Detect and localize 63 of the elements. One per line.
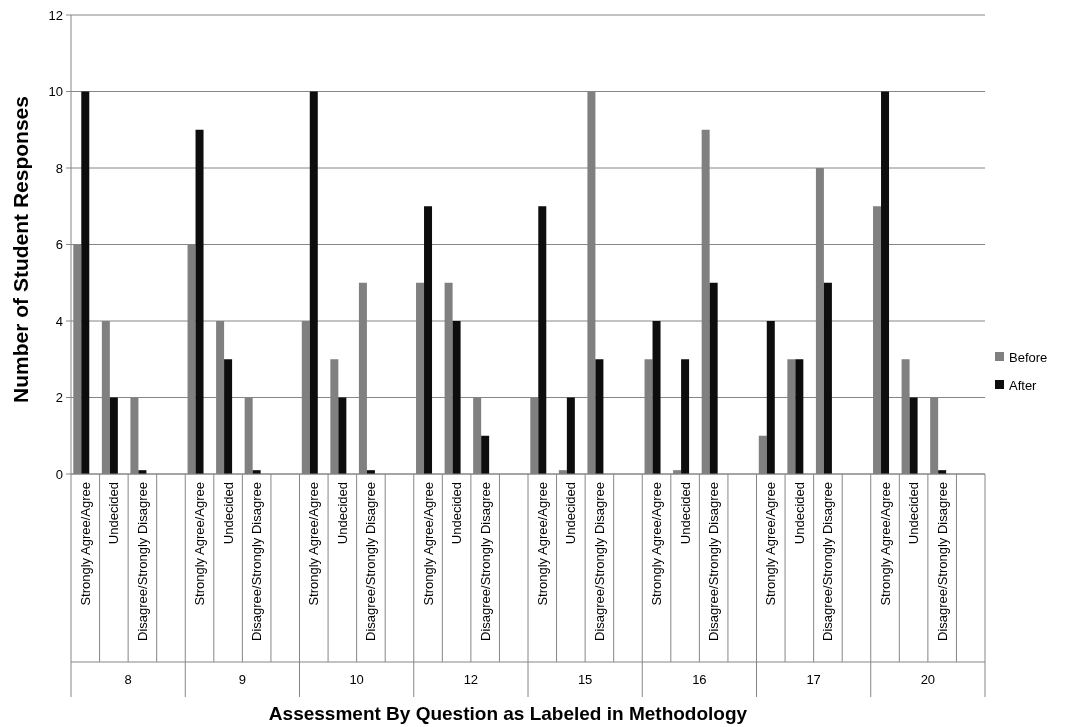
x-tick-label: Undecided bbox=[791, 482, 807, 545]
bar bbox=[709, 282, 718, 474]
text: 17 bbox=[806, 672, 821, 687]
text: 9 bbox=[238, 672, 246, 687]
bar bbox=[452, 321, 461, 474]
bar bbox=[424, 206, 433, 474]
text: 10 bbox=[349, 672, 364, 687]
legend-label: After bbox=[1009, 377, 1038, 393]
x-tick-label: Undecided bbox=[677, 482, 693, 545]
x-tick-label: Strongly Agree/Agree bbox=[306, 482, 322, 606]
bar bbox=[338, 397, 347, 474]
y-tick-label: 4 bbox=[55, 313, 63, 329]
text: 8 bbox=[124, 672, 132, 687]
y-axis-title: Number of Student Responses bbox=[9, 96, 32, 403]
x-tick-label: Undecided bbox=[220, 482, 236, 545]
bar bbox=[81, 91, 90, 474]
y-tick-label: 10 bbox=[48, 84, 63, 100]
x-axis-title: Assessment By Question as Labeled in Methodology bbox=[268, 703, 748, 724]
x-tick-label: Strongly Agree/Agree bbox=[649, 482, 665, 606]
bar bbox=[566, 397, 575, 474]
bar bbox=[481, 435, 490, 474]
x-tick-label: Undecided bbox=[334, 482, 350, 545]
x-tick-label: Strongly Agree/Agree bbox=[877, 482, 893, 606]
y-tick-label: 0 bbox=[55, 466, 63, 482]
bar bbox=[109, 397, 118, 474]
y-tick-label: 12 bbox=[48, 7, 63, 23]
x-tick-label: Undecided bbox=[563, 482, 579, 545]
bar bbox=[795, 359, 804, 474]
bar bbox=[681, 359, 690, 474]
x-tick-label: Strongly Agree/Agree bbox=[192, 482, 208, 606]
x-tick-label: Strongly Agree/Agree bbox=[77, 482, 93, 606]
x-tick-label: Strongly Agree/Agree bbox=[763, 482, 779, 606]
x-tick-label: Undecided bbox=[449, 482, 465, 545]
x-tick-label: Disagree/Strongly Disagree bbox=[134, 482, 150, 641]
y-tick-label: 6 bbox=[55, 237, 63, 253]
y-tick-label: 2 bbox=[55, 390, 63, 406]
bar bbox=[909, 397, 918, 474]
x-tick-label: Disagree/Strongly Disagree bbox=[706, 482, 722, 641]
x-tick-label: Disagree/Strongly Disagree bbox=[820, 482, 836, 641]
text: 12 bbox=[463, 672, 479, 687]
text: 16 bbox=[692, 672, 707, 687]
bar bbox=[224, 359, 233, 474]
bar bbox=[595, 359, 604, 474]
bar bbox=[766, 321, 775, 474]
bar bbox=[195, 129, 204, 474]
bar bbox=[309, 91, 318, 474]
x-tick-label: Strongly Agree/Agree bbox=[534, 482, 550, 606]
text: 20 bbox=[920, 672, 936, 687]
x-tick-label: Strongly Agree/Agree bbox=[420, 482, 436, 606]
y-tick-label: 8 bbox=[55, 160, 63, 176]
legend-label: Before bbox=[1009, 349, 1048, 365]
x-tick-label: Disagree/Strongly Disagree bbox=[591, 482, 607, 641]
x-tick-label: Disagree/Strongly Disagree bbox=[477, 482, 493, 641]
x-tick-label: Undecided bbox=[106, 482, 122, 545]
bar bbox=[538, 206, 547, 474]
x-tick-label: Disagree/Strongly Disagree bbox=[363, 482, 379, 641]
bar bbox=[881, 91, 890, 474]
bar bbox=[652, 321, 661, 474]
x-tick-label: Undecided bbox=[906, 482, 922, 545]
text: 15 bbox=[577, 672, 593, 687]
x-tick-label: Disagree/Strongly Disagree bbox=[934, 482, 950, 641]
bar bbox=[823, 282, 832, 474]
x-tick-label: Disagree/Strongly Disagree bbox=[249, 482, 265, 641]
